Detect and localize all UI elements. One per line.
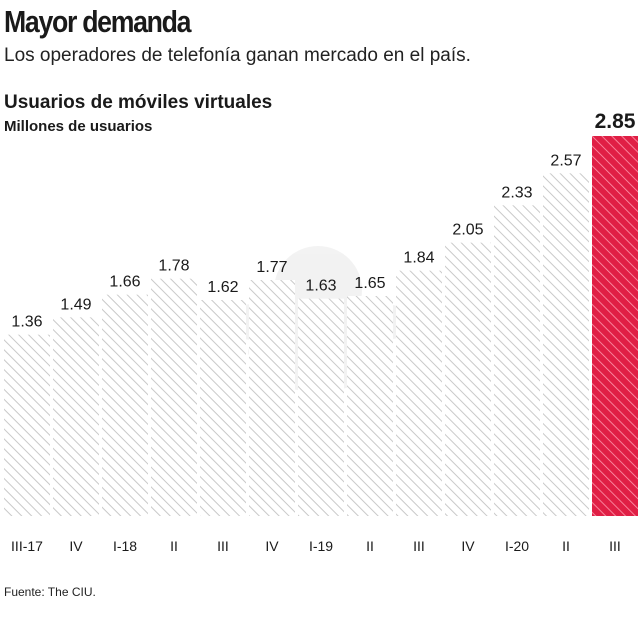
- x-tick-label-8: II: [366, 538, 374, 554]
- x-tick-label-5: III: [217, 538, 229, 554]
- value-label-7: 1.63: [305, 278, 336, 295]
- bar-8: [347, 296, 393, 516]
- x-tick-label-3: I-18: [113, 538, 137, 554]
- bar-1: [4, 334, 50, 516]
- bar-7: [298, 298, 344, 516]
- value-label-13: 2.85: [595, 110, 636, 133]
- value-label-6: 1.77: [256, 259, 287, 276]
- bar-11: [494, 205, 540, 517]
- x-tick-label-2: IV: [69, 538, 83, 554]
- x-tick-label-12: II: [562, 538, 570, 554]
- bar-2: [53, 317, 99, 516]
- bar-9: [396, 270, 442, 516]
- bar-3: [102, 294, 148, 516]
- x-tick-label-4: II: [170, 538, 178, 554]
- chart-unit-label: Millones de usuarios: [4, 118, 153, 135]
- value-label-10: 2.05: [452, 222, 483, 239]
- value-label-5: 1.62: [207, 279, 238, 296]
- value-label-9: 1.84: [403, 250, 434, 267]
- x-tick-label-6: IV: [265, 538, 279, 554]
- value-label-2: 1.49: [60, 296, 91, 313]
- bar-13: [592, 136, 638, 516]
- chart-title: Usuarios de móviles virtuales: [4, 92, 273, 113]
- bar-5: [200, 300, 246, 516]
- value-label-11: 2.33: [501, 184, 532, 201]
- bar-12: [543, 173, 589, 517]
- x-tick-label-1: III-17: [11, 538, 43, 554]
- bar-6: [249, 280, 295, 516]
- bar-4: [151, 278, 197, 516]
- x-tick-label-9: III: [413, 538, 425, 554]
- page-subtitle: Los operadores de telefonía ganan mercad…: [4, 45, 471, 66]
- bars-layer: [4, 136, 638, 517]
- page-title: Mayor demanda: [4, 4, 191, 39]
- x-tick-label-10: IV: [461, 538, 475, 554]
- x-tick-label-7: I-19: [309, 538, 333, 554]
- value-label-12: 2.57: [550, 152, 581, 169]
- bar-10: [445, 242, 491, 516]
- value-label-8: 1.65: [354, 275, 385, 292]
- value-labels-layer: 1.36 1.49 1.66 1.78 1.62 1.77 1.63 1.65 1.84 2.05…: [11, 110, 635, 331]
- value-label-1: 1.36: [11, 314, 42, 331]
- tick-labels-layer: III-17 IV I-18 II III IV I-19 II III IV I-20 II III: [11, 538, 621, 554]
- source-note: Fuente: The CIU.: [4, 585, 96, 599]
- x-tick-label-11: I-20: [505, 538, 529, 554]
- x-tick-label-13: III: [609, 538, 621, 554]
- value-label-3: 1.66: [109, 274, 140, 291]
- value-label-4: 1.78: [158, 258, 189, 275]
